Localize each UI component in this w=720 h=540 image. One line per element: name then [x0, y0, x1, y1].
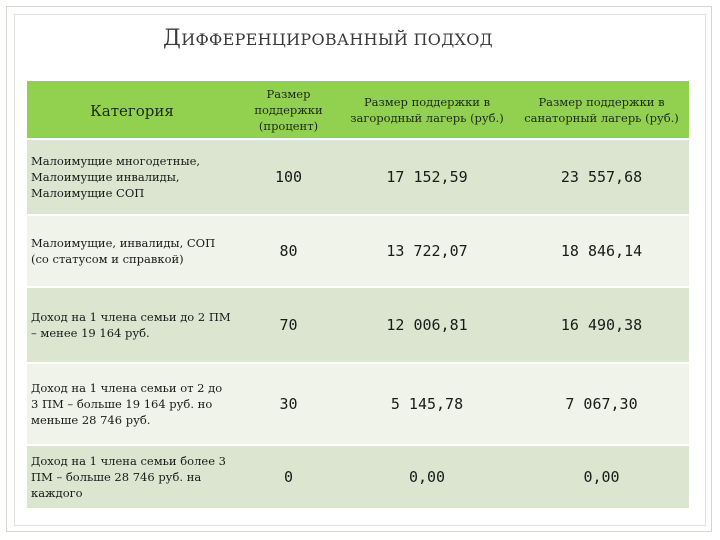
row-country-camp: 12 006,81 — [340, 287, 514, 364]
header-category: Категория — [27, 81, 237, 140]
row-sanatorium-camp: 23 557,68 — [514, 139, 689, 216]
row-category: Доход на 1 члена семьи более 3 ПМ – боль… — [27, 445, 237, 510]
row-sanatorium-camp: 7 067,30 — [514, 363, 689, 446]
slide-frame-outer — [6, 6, 712, 532]
row-country-camp: 5 145,78 — [340, 363, 514, 446]
row-percent: 100 — [237, 139, 340, 216]
row-category: Доход на 1 члена семьи до 2 ПМ – менее 1… — [27, 287, 237, 364]
row-category: Малоимущие, инвалиды, СОП (со статусом и… — [27, 215, 237, 288]
row-sanatorium-camp: 18 846,14 — [514, 215, 689, 288]
table-row: Доход на 1 члена семьи от 2 до 3 ПМ – бо… — [27, 363, 689, 446]
header-percent: Размер поддержки (процент) — [237, 81, 340, 140]
row-percent: 30 — [237, 363, 340, 446]
row-percent: 70 — [237, 287, 340, 364]
header-sanatorium-camp: Размер поддержки в санаторный лагерь (ру… — [514, 81, 689, 140]
row-sanatorium-camp: 16 490,38 — [514, 287, 689, 364]
row-percent: 0 — [237, 445, 340, 510]
slide-frame-inner — [14, 14, 706, 526]
table-row: Малоимущие многодетные, Малоимущие инвал… — [27, 139, 689, 216]
table-row: Малоимущие, инвалиды, СОП (со статусом и… — [27, 215, 689, 288]
row-country-camp: 13 722,07 — [340, 215, 514, 288]
row-sanatorium-camp: 0,00 — [514, 445, 689, 510]
support-table: Категория Размер поддержки (процент) Раз… — [27, 81, 689, 510]
row-country-camp: 0,00 — [340, 445, 514, 510]
row-category: Доход на 1 члена семьи от 2 до 3 ПМ – бо… — [27, 363, 237, 446]
row-category: Малоимущие многодетные, Малоимущие инвал… — [27, 139, 237, 216]
row-percent: 80 — [237, 215, 340, 288]
title-first-letter: Д — [163, 26, 182, 51]
table-row: Доход на 1 члена семьи более 3 ПМ – боль… — [27, 445, 689, 510]
table-header-row: Категория Размер поддержки (процент) Раз… — [27, 81, 689, 140]
title-rest: ИФФЕРЕНЦИРОВАННЫЙ ПОДХОД — [181, 30, 493, 49]
row-country-camp: 17 152,59 — [340, 139, 514, 216]
table-row: Доход на 1 члена семьи до 2 ПМ – менее 1… — [27, 287, 689, 364]
header-country-camp: Размер поддержки в загородный лагерь (ру… — [340, 81, 514, 140]
slide-title: ДИФФЕРЕНЦИРОВАННЫЙ ПОДХОД — [163, 26, 623, 51]
